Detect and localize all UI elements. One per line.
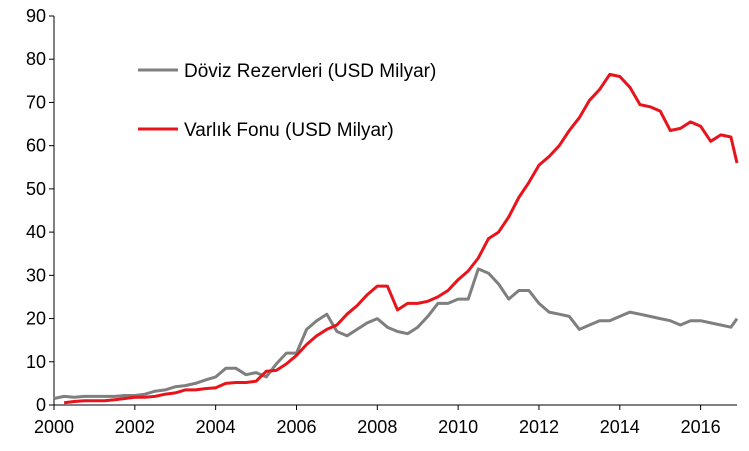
- x-tick-label: 2000: [34, 417, 74, 437]
- x-tick-label: 2016: [681, 417, 721, 437]
- y-tick-label: 50: [26, 179, 46, 199]
- y-tick-label: 80: [26, 49, 46, 69]
- x-tick-label: 2012: [519, 417, 559, 437]
- x-tick-label: 2002: [115, 417, 155, 437]
- series-line-reserves: [53, 267, 739, 400]
- y-tick-label: 20: [26, 309, 46, 329]
- series-line-wealth-fund: [63, 72, 739, 405]
- y-tick-label: 90: [26, 6, 46, 26]
- y-tick-label: 60: [26, 136, 46, 156]
- y-tick-label: 40: [26, 222, 46, 242]
- series-layer: [53, 72, 739, 405]
- x-tick-label: 2008: [357, 417, 397, 437]
- y-tick-label: 30: [26, 265, 46, 285]
- x-tick-label: 2004: [196, 417, 236, 437]
- x-tick-label: 2014: [600, 417, 640, 437]
- x-tick-label: 2006: [276, 417, 316, 437]
- x-tick-label: 2010: [438, 417, 478, 437]
- x-axis-ticks: 2000 2002 2004 2006 2008 2010 2012 2014 2016: [34, 405, 721, 437]
- legend: Döviz Rezervleri (USD Milyar) Varlık Fon…: [138, 61, 436, 141]
- y-tick-label: 70: [26, 92, 46, 112]
- legend-label-reserves: Döviz Rezervleri (USD Milyar): [184, 61, 436, 82]
- y-axis-ticks: 0 10 20 30 40 50 60 70 80 90: [26, 6, 54, 415]
- y-tick-label: 10: [26, 352, 46, 372]
- y-tick-label: 0: [36, 395, 46, 415]
- legend-label-wealth-fund: Varlık Fonu (USD Milyar): [184, 120, 394, 141]
